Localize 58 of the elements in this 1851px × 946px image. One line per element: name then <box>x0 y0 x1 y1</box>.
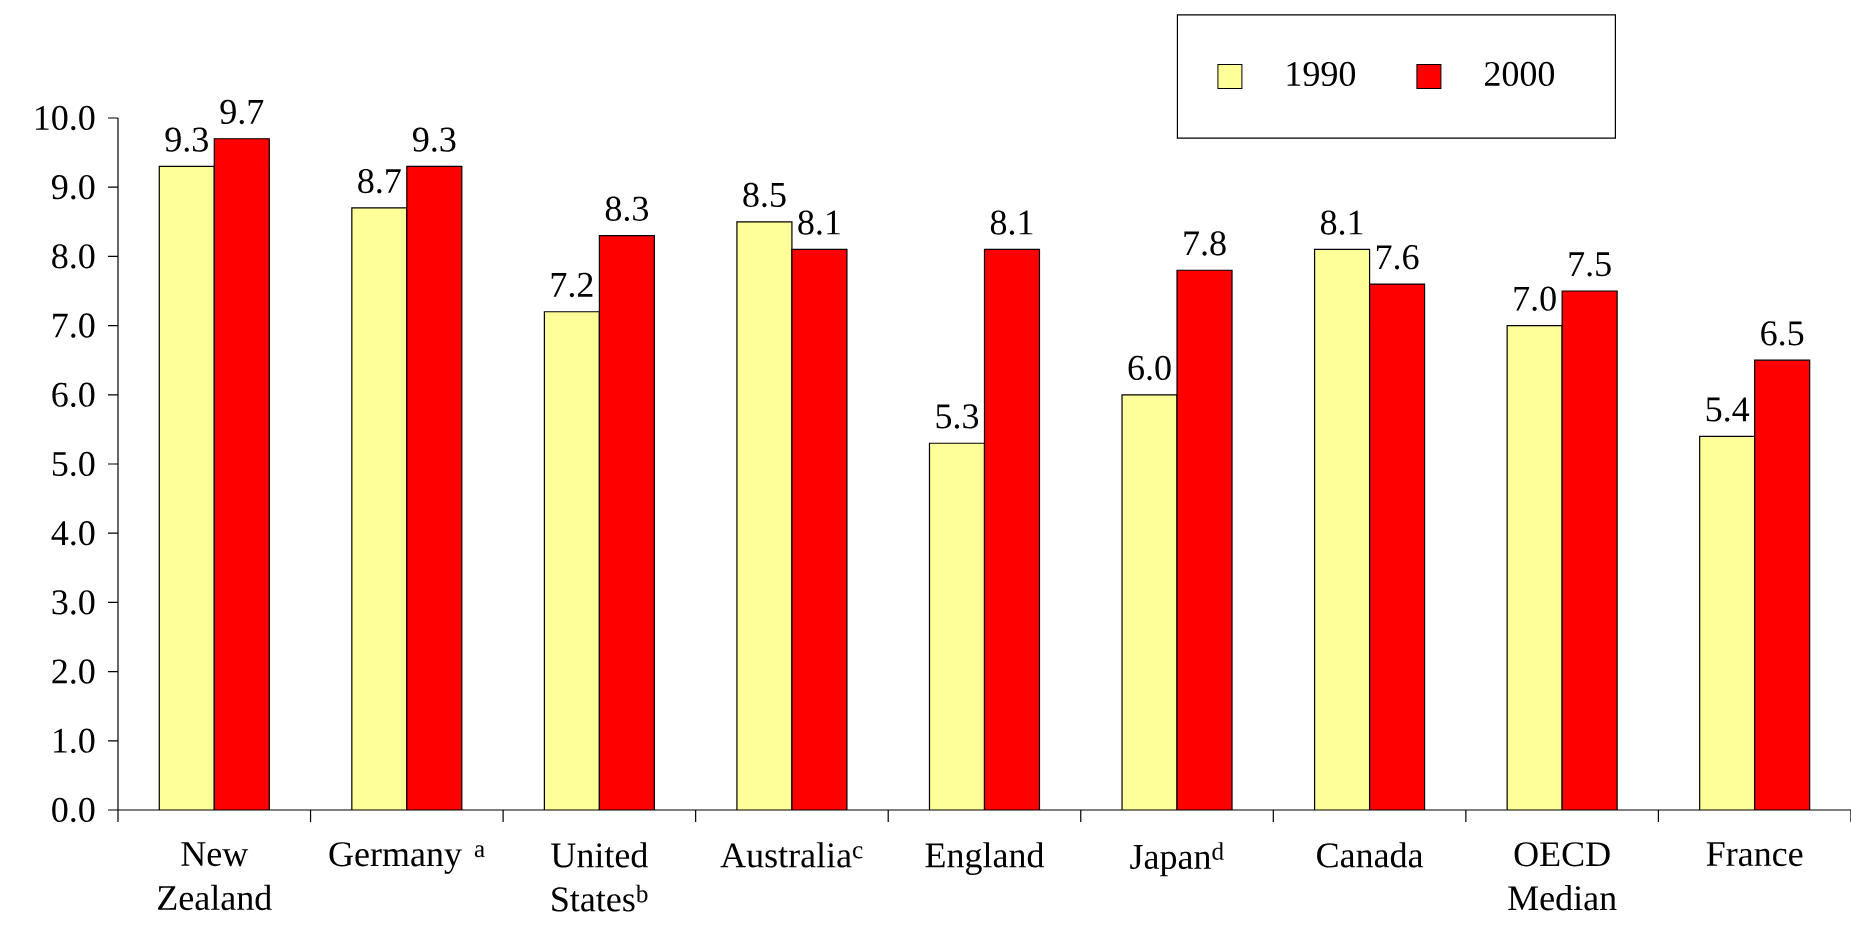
data-label: 9.3 <box>412 127 456 152</box>
bar <box>1507 325 1563 810</box>
bar <box>984 249 1040 810</box>
bar <box>736 221 792 810</box>
legend-label: 1990 <box>1287 61 1356 87</box>
x-tick-label: Germany $^{a}$ <box>329 842 485 874</box>
data-label: 7.8 <box>1184 231 1226 256</box>
data-label: 7.6 <box>1376 245 1419 270</box>
bar <box>1369 284 1425 810</box>
y-tick-label: 6.0 <box>52 382 95 408</box>
data-label: 9.7 <box>220 99 264 125</box>
data-label: 8.1 <box>1320 210 1363 235</box>
data-label: 8.1 <box>990 210 1033 235</box>
y-tick-label: 8.0 <box>52 244 95 269</box>
data-label: 7.5 <box>1569 252 1611 277</box>
data-label: 5.3 <box>936 404 979 429</box>
data-label: 7.2 <box>551 272 593 298</box>
y-tick-label: 5.0 <box>52 451 95 477</box>
data-label: 8.3 <box>605 196 648 222</box>
bar <box>791 249 847 810</box>
bar <box>599 235 655 810</box>
bar <box>159 166 215 810</box>
bar <box>406 166 462 810</box>
bar <box>214 138 270 810</box>
bar <box>544 311 600 810</box>
y-tick-label: 9.0 <box>51 174 95 200</box>
x-tick-label: France <box>1706 842 1803 867</box>
x-tick-label: OECD Median <box>1508 842 1617 911</box>
data-label: 6.5 <box>1761 321 1804 346</box>
bar <box>1122 394 1178 810</box>
y-tick-label: 1.0 <box>53 728 95 754</box>
y-tick-label: 7.0 <box>53 313 95 338</box>
data-label: 8.1 <box>798 210 840 235</box>
data-label: 9.3 <box>165 127 208 152</box>
bar <box>1754 359 1811 810</box>
y-tick-label: 3.0 <box>52 590 95 615</box>
bar <box>1177 270 1233 810</box>
data-label: 5.4 <box>1706 397 1750 422</box>
bar <box>351 207 407 810</box>
x-tick-label: Canada <box>1317 842 1424 868</box>
data-label: 6.0 <box>1128 355 1171 381</box>
data-label: 8.5 <box>743 182 786 208</box>
x-tick-label: Australia$^{c}$ <box>720 842 863 868</box>
legend-label: 2000 <box>1484 61 1555 87</box>
x-tick-label: New Zealand <box>158 842 272 911</box>
bar <box>929 443 985 810</box>
x-tick-label: England <box>925 842 1045 875</box>
data-label: 8.7 <box>358 168 401 194</box>
x-tick-label: United States$^{b}$ <box>551 842 648 912</box>
bar <box>1314 249 1370 810</box>
y-tick-label: 10.0 <box>35 105 95 131</box>
x-tick-label: Japan$^{d}$ <box>1130 842 1224 877</box>
bar <box>1699 435 1756 810</box>
bar <box>1562 290 1618 810</box>
y-tick-label: 0.0 <box>52 797 95 823</box>
y-tick-label: 4.0 <box>51 520 95 546</box>
data-label: 7.0 <box>1514 286 1556 311</box>
y-tick-label: 2.0 <box>52 659 95 684</box>
